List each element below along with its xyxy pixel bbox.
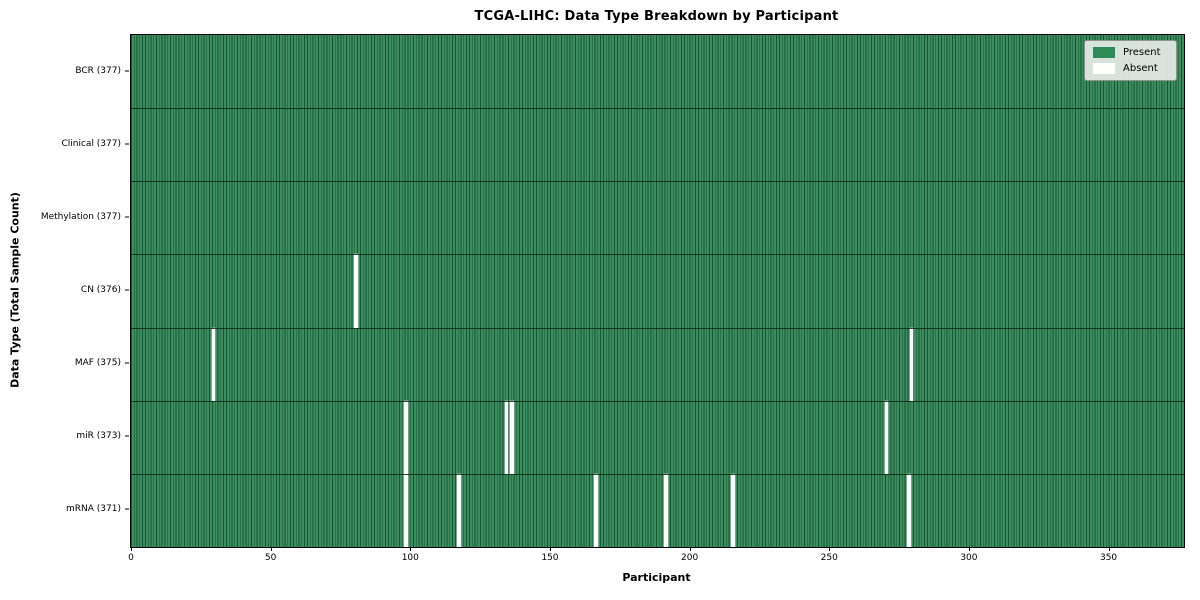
y-tick-label-maf: MAF (375) (74, 358, 121, 369)
absent-gap-mrna-278 (907, 473, 911, 547)
x-tick-mark (131, 547, 132, 551)
row-separator (131, 327, 1184, 329)
y-tick-label-mrna: mRNA (371) (66, 504, 121, 515)
absent-gap-mir-98 (404, 400, 408, 474)
absent-gap-mrna-191 (664, 473, 668, 547)
x-axis-label: Participant (622, 571, 691, 584)
y-tick-mark (125, 362, 129, 364)
absent-gap-mrna-117 (457, 473, 461, 547)
x-tick-mark (549, 547, 551, 551)
plot-area (130, 34, 1185, 548)
absent-gap-mir-270 (884, 400, 889, 474)
x-tick-mark (270, 547, 272, 551)
legend-label-present: Present (1123, 47, 1161, 58)
x-tick-label-250: 250 (820, 553, 838, 563)
absent-gap-mrna-215 (731, 473, 735, 547)
x-tick-label-150: 150 (541, 553, 559, 563)
x-tick-mark (968, 547, 970, 551)
x-tick-label-0: 0 (128, 553, 134, 563)
y-tick-label-mir: miR (373) (76, 431, 121, 442)
x-tick-mark (410, 547, 412, 551)
absent-gap-maf-279 (909, 327, 914, 401)
y-tick-label-bcr: BCR (377) (75, 65, 121, 76)
absent-gap-mir-136 (510, 400, 515, 474)
absent-gap-cn-80 (354, 254, 358, 328)
legend: Present Absent (1084, 40, 1177, 81)
row-separator (131, 473, 1184, 475)
legend-item-present: Present (1093, 47, 1168, 58)
absent-gap-maf-29 (211, 327, 216, 401)
y-tick-label-clinical: Clinical (377) (61, 138, 121, 149)
x-tick-mark (829, 547, 831, 551)
row-separator (131, 254, 1184, 256)
row-cn (131, 254, 1184, 328)
row-separator (131, 108, 1184, 110)
chart-title: TCGA-LIHC: Data Type Breakdown by Partic… (474, 9, 839, 24)
x-tick-label-300: 300 (960, 553, 978, 563)
x-tick-label-350: 350 (1099, 553, 1118, 563)
absent-gap-mrna-98 (404, 473, 408, 547)
row-maf (131, 327, 1184, 401)
absent-gap-mrna-166 (594, 473, 598, 547)
legend-label-absent: Absent (1123, 63, 1158, 74)
x-tick-mark (689, 547, 691, 551)
x-tick-label-100: 100 (401, 553, 419, 563)
y-tick-mark (125, 143, 129, 145)
y-axis-label: Data Type (Total Sample Count) (8, 192, 22, 388)
legend-swatch-present (1093, 47, 1115, 58)
row-mir (131, 400, 1184, 474)
y-tick-mark (125, 508, 129, 510)
y-tick-mark (125, 289, 129, 291)
absent-gap-mir-134 (504, 400, 509, 474)
row-bcr (131, 35, 1184, 109)
row-clinical (131, 108, 1184, 182)
legend-item-absent: Absent (1093, 63, 1168, 74)
y-tick-mark (125, 216, 129, 218)
x-tick-label-50: 50 (264, 553, 277, 563)
row-separator (131, 181, 1184, 183)
y-tick-label-methylation: Methylation (377) (40, 211, 121, 222)
row-separator (131, 400, 1184, 402)
row-methylation (131, 181, 1184, 255)
legend-swatch-absent (1093, 63, 1115, 74)
y-tick-mark (125, 70, 129, 72)
x-tick-label-200: 200 (681, 553, 699, 563)
x-tick-mark (1108, 547, 1110, 551)
row-mrna (131, 473, 1184, 547)
y-tick-label-cn: CN (376) (80, 285, 121, 295)
y-tick-mark (125, 435, 129, 437)
